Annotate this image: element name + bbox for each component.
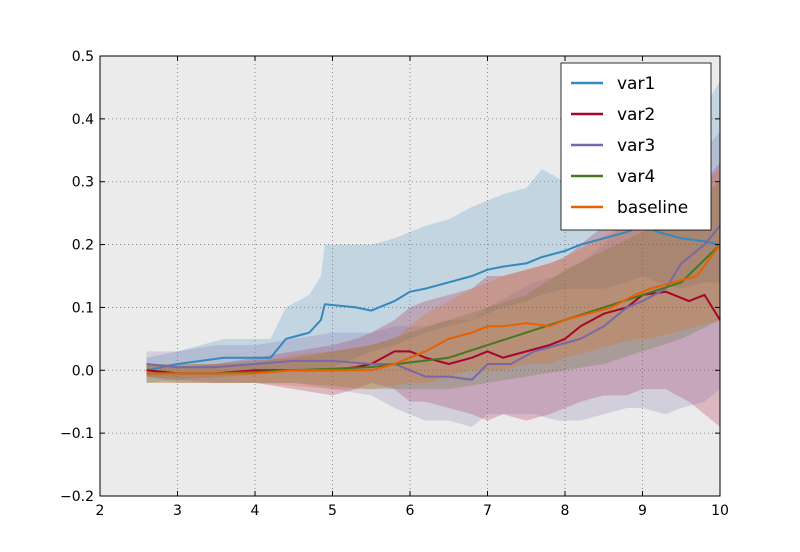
axis-ticks: 2 3 4 5 6 7 8 9 10 −0.2 −0.1 0.0 0.1 0.2 0.3 0.4 0.5 — [60, 49, 729, 519]
band-var3 — [146, 131, 720, 427]
x-tick-label: 4 — [251, 503, 260, 519]
x-tick-label: 7 — [483, 503, 492, 519]
x-tick-label: 3 — [173, 503, 182, 519]
legend-label-var1: var1 — [617, 74, 655, 94]
band-baseline — [146, 169, 720, 390]
legend-label-var4: var4 — [617, 167, 655, 187]
line-baseline — [146, 244, 721, 375]
legend-label-var2: var2 — [617, 105, 655, 125]
x-tick-label: 6 — [406, 503, 415, 519]
grid-lines — [100, 56, 720, 496]
y-tick-label: 0.4 — [72, 112, 94, 128]
x-tick-label: 9 — [638, 503, 647, 519]
x-tick-label: 2 — [96, 503, 105, 519]
legend-box — [560, 62, 712, 231]
y-tick-label: 0.2 — [72, 238, 94, 254]
x-tick-label: 8 — [561, 503, 570, 519]
y-tick-label: 0.1 — [72, 300, 94, 316]
y-tick-label: 0.3 — [72, 175, 94, 191]
y-tick-label: −0.1 — [60, 426, 94, 442]
x-tick-label: 5 — [328, 503, 337, 519]
series-lines — [146, 224, 721, 381]
x-tick-label: 10 — [711, 503, 729, 519]
legend: var1 var2 var3 var4 baseline — [560, 62, 712, 231]
band-var1 — [146, 81, 720, 383]
legend-label-baseline: baseline — [617, 198, 688, 218]
band-var4 — [146, 181, 720, 390]
y-tick-label: 0.0 — [72, 363, 94, 379]
legend-label-var3: var3 — [617, 136, 655, 156]
y-tick-label: −0.2 — [60, 489, 94, 505]
y-tick-label: 0.5 — [72, 49, 94, 65]
line-var3 — [146, 225, 721, 381]
